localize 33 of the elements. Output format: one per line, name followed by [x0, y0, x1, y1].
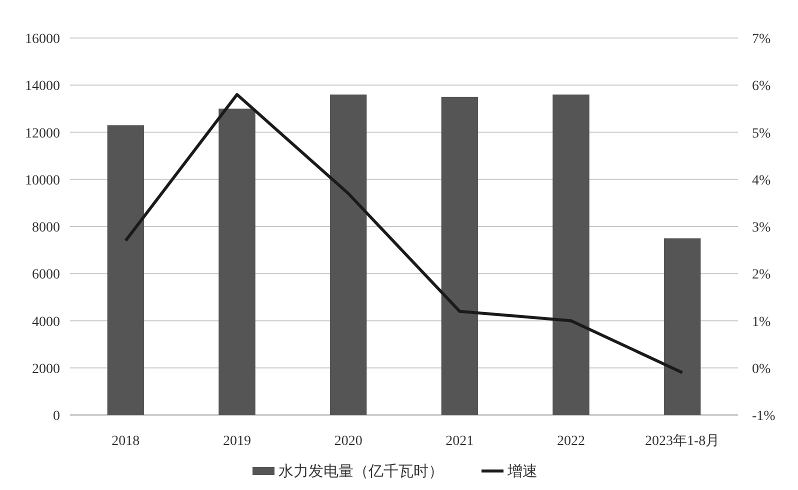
bar — [107, 125, 144, 415]
x-tick-label: 2018 — [112, 434, 140, 449]
y2-tick-label: 0% — [752, 362, 771, 377]
x-tick-label: 2021 — [446, 434, 474, 449]
y-tick-label: 0 — [53, 409, 60, 424]
bar — [664, 238, 701, 415]
y-tick-label: 16000 — [25, 32, 60, 47]
legend-label: 水力发电量（亿千瓦时） — [278, 463, 444, 480]
x-tick-label: 2023年1-8月 — [644, 433, 720, 449]
y-tick-label: 14000 — [25, 79, 60, 94]
y2-tick-label: 2% — [752, 268, 771, 283]
y2-tick-label: 6% — [752, 79, 771, 94]
y2-tick-label: 7% — [752, 32, 771, 47]
y2-tick-label: 5% — [752, 126, 771, 142]
y-tick-label: 8000 — [32, 220, 60, 236]
y-tick-label: 10000 — [25, 173, 60, 188]
y-tick-label: 12000 — [25, 126, 60, 142]
x-tick-label: 2020 — [334, 434, 362, 449]
line-series — [124, 93, 684, 374]
y-tick-label: 6000 — [32, 268, 60, 283]
x-tick-label: 2022 — [557, 434, 585, 449]
y2-tick-label: 1% — [752, 314, 771, 330]
y-tick-label: 4000 — [32, 314, 60, 330]
legend-label: 增速 — [506, 463, 538, 480]
y2-tick-label: 4% — [752, 173, 771, 188]
x-tick-label: 2019 — [223, 434, 251, 449]
bar — [552, 94, 590, 415]
bar — [330, 94, 367, 415]
y-tick-label: 2000 — [32, 362, 60, 377]
y2-tick-label: 3% — [752, 220, 771, 236]
bar — [441, 96, 478, 415]
bar — [218, 108, 256, 415]
y2-tick-label: -1% — [752, 409, 776, 424]
